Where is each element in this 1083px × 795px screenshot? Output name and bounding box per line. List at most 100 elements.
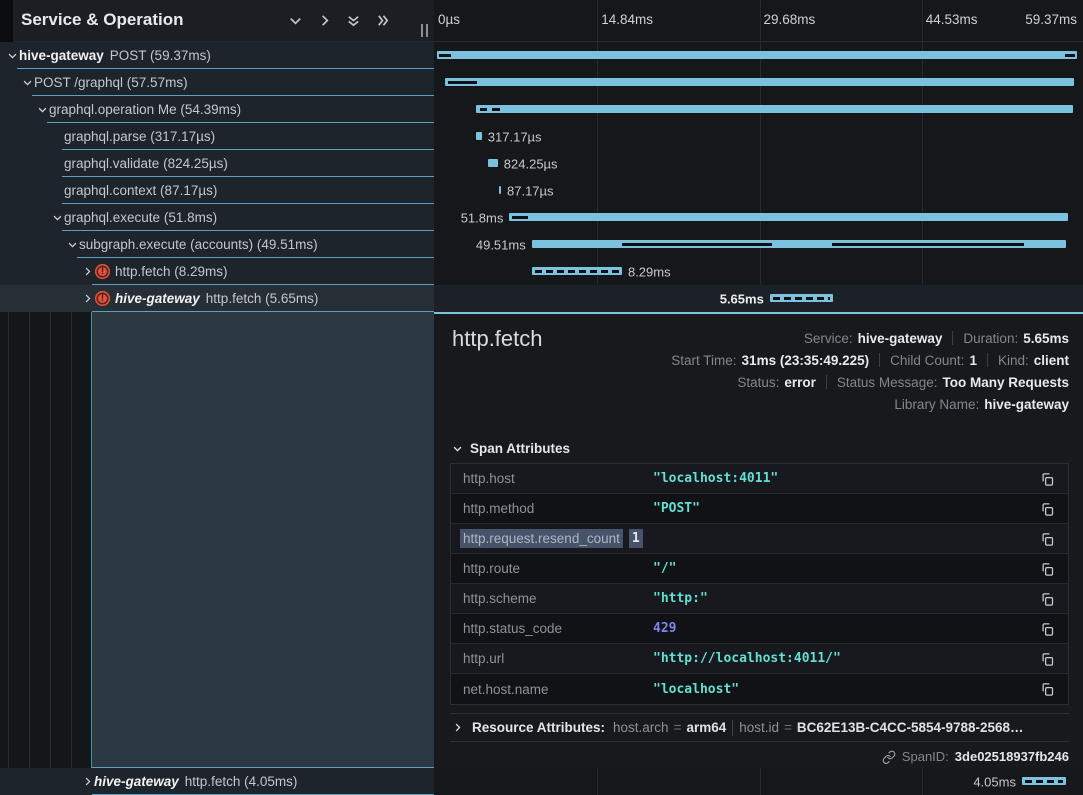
metadata-line: Library Name: hive-gateway bbox=[671, 393, 1069, 415]
span-tree-row[interactable]: graphql.validate (824.25µs) bbox=[0, 150, 434, 177]
resource-value: arm64 bbox=[686, 720, 727, 735]
timeline-rows: 317.17µs 824.25µs 87.17µs 51.8ms 49.51ms 8.29… bbox=[434, 42, 1083, 312]
span-bar[interactable] bbox=[488, 159, 498, 167]
span-bar[interactable] bbox=[531, 240, 1067, 248]
span-tree-row[interactable]: graphql.parse (317.17µs) bbox=[0, 123, 434, 150]
child-span-marker bbox=[447, 80, 478, 84]
span-tree-row[interactable]: POST /graphql (57.57ms) bbox=[0, 69, 434, 96]
span-bar[interactable] bbox=[499, 186, 501, 194]
resource-divider bbox=[732, 719, 734, 736]
timeline-row[interactable]: 8.29ms bbox=[434, 258, 1083, 285]
ruler-tick: 14.84ms bbox=[601, 12, 654, 27]
metadata-label: Status: bbox=[737, 374, 780, 390]
span-bar[interactable] bbox=[531, 267, 622, 275]
span-tree-row[interactable]: ! http.fetch (8.29ms) bbox=[0, 258, 434, 285]
panel-resize-handle[interactable] bbox=[421, 24, 428, 37]
link-icon[interactable] bbox=[882, 750, 896, 764]
metadata-label: Child Count: bbox=[890, 352, 965, 368]
chevron-down-icon[interactable] bbox=[35, 103, 49, 117]
copy-icon[interactable] bbox=[1040, 531, 1056, 547]
attribute-row[interactable]: http.route "/" bbox=[451, 554, 1068, 584]
row-underline bbox=[92, 284, 434, 285]
span-label: subgraph.execute (accounts) (49.51ms) bbox=[79, 237, 318, 252]
span-label: http.fetch (4.05ms) bbox=[184, 774, 298, 789]
span-bar[interactable] bbox=[769, 294, 834, 302]
metadata-label: Library Name: bbox=[894, 396, 980, 412]
span-bar[interactable] bbox=[476, 105, 1073, 113]
span-label: graphql.operation Me (54.39ms) bbox=[49, 102, 242, 117]
chevron-down-icon[interactable] bbox=[288, 13, 303, 28]
timeline-row[interactable]: 51.8ms bbox=[434, 204, 1083, 231]
copy-icon[interactable] bbox=[1040, 621, 1056, 637]
timeline-ruler: 0µs 14.84ms 29.68ms 44.53ms 59.37ms bbox=[434, 0, 1083, 42]
timeline-row[interactable]: 5.65ms bbox=[434, 285, 1083, 312]
attribute-row[interactable]: http.status_code 429 bbox=[451, 614, 1068, 644]
span-bar[interactable] bbox=[509, 213, 1069, 221]
span-tree-row[interactable]: subgraph.execute (accounts) (49.51ms) bbox=[0, 231, 434, 258]
row-underline bbox=[62, 149, 434, 150]
span-tree-bottom: hive-gateway http.fetch (4.05ms) bbox=[0, 768, 434, 795]
span-tree-row[interactable]: ! hive-gateway http.fetch (5.65ms) bbox=[0, 285, 434, 312]
span-tree-row[interactable]: hive-gateway POST (59.37ms) bbox=[0, 42, 434, 69]
timeline-track: 317.17µs bbox=[437, 123, 1077, 150]
span-bar[interactable] bbox=[476, 132, 482, 140]
chevron-down-icon[interactable] bbox=[20, 76, 34, 90]
chevron-down-icon bbox=[450, 442, 464, 456]
span-tree-row[interactable]: graphql.execute (51.8ms) bbox=[0, 204, 434, 231]
attribute-value: "localhost:4011" bbox=[653, 471, 779, 486]
attribute-value: "/" bbox=[653, 561, 677, 576]
span-bar[interactable] bbox=[444, 78, 1075, 86]
resource-value: BC62E13B-C4CC-5854-9788-2568… bbox=[796, 720, 1024, 735]
copy-icon[interactable] bbox=[1040, 471, 1056, 487]
duration-label: 49.51ms bbox=[475, 237, 526, 252]
chevron-down-icon[interactable] bbox=[65, 238, 79, 252]
metadata-line: Service: hive-gateway Duration: 5.65ms bbox=[671, 327, 1069, 349]
child-span-marker bbox=[480, 107, 487, 111]
copy-icon[interactable] bbox=[1040, 651, 1056, 667]
attribute-row[interactable]: http.request.resend_count 1 bbox=[451, 524, 1068, 554]
double-chevron-right-icon[interactable] bbox=[375, 13, 390, 28]
copy-icon[interactable] bbox=[1040, 681, 1056, 697]
resource-key: host.arch bbox=[613, 720, 669, 735]
timeline-row[interactable] bbox=[434, 42, 1083, 69]
timeline-row[interactable]: 49.51ms bbox=[434, 231, 1083, 258]
timeline-track: 824.25µs bbox=[437, 150, 1077, 177]
chevron-down-icon[interactable] bbox=[5, 49, 19, 63]
copy-icon[interactable] bbox=[1040, 591, 1056, 607]
span-bar[interactable] bbox=[1021, 777, 1067, 785]
timeline-row[interactable]: 4.05ms bbox=[434, 768, 1083, 795]
attribute-key: http.host bbox=[463, 471, 515, 486]
span-tree-row[interactable]: hive-gateway http.fetch (4.05ms) bbox=[0, 768, 434, 795]
error-icon: ! bbox=[95, 264, 110, 279]
chevron-right-icon[interactable] bbox=[80, 775, 94, 789]
timeline-track: 49.51ms bbox=[437, 231, 1077, 258]
chevron-right-icon[interactable] bbox=[80, 292, 94, 306]
span-id-row: SpanID: 3de02518937fb246 bbox=[882, 749, 1069, 764]
timeline-row[interactable] bbox=[434, 69, 1083, 96]
attribute-row[interactable]: http.method "POST" bbox=[451, 494, 1068, 524]
span-attributes-header[interactable]: Span Attributes bbox=[450, 441, 570, 456]
resource-attributes-row[interactable]: Resource Attributes: host.arch = arm64 host… bbox=[450, 713, 1069, 742]
span-bar[interactable] bbox=[437, 51, 1077, 59]
timeline-row[interactable]: 824.25µs bbox=[434, 150, 1083, 177]
copy-icon[interactable] bbox=[1040, 501, 1056, 517]
metadata-value: client bbox=[1033, 352, 1069, 368]
timeline-row[interactable] bbox=[434, 96, 1083, 123]
metadata-label: Duration: bbox=[963, 330, 1019, 346]
timeline-row[interactable]: 317.17µs bbox=[434, 123, 1083, 150]
chevron-down-icon[interactable] bbox=[50, 211, 64, 225]
attribute-row[interactable]: http.url "http://localhost:4011/" bbox=[451, 644, 1068, 674]
span-label: graphql.parse (317.17µs) bbox=[64, 129, 216, 144]
copy-icon[interactable] bbox=[1040, 561, 1056, 577]
attribute-row[interactable]: http.scheme "http:" bbox=[451, 584, 1068, 614]
timeline-row[interactable]: 87.17µs bbox=[434, 177, 1083, 204]
span-tree-row[interactable]: graphql.operation Me (54.39ms) bbox=[0, 96, 434, 123]
attribute-row[interactable]: net.host.name "localhost" bbox=[451, 674, 1068, 704]
chevron-right-icon[interactable] bbox=[80, 265, 94, 279]
chevron-right-icon[interactable] bbox=[317, 13, 332, 28]
double-chevron-down-icon[interactable] bbox=[346, 13, 361, 28]
span-tree-row[interactable]: graphql.context (87.17µs) bbox=[0, 177, 434, 204]
attribute-key: http.request.resend_count bbox=[460, 529, 623, 548]
attribute-row[interactable]: http.host "localhost:4011" bbox=[451, 464, 1068, 494]
